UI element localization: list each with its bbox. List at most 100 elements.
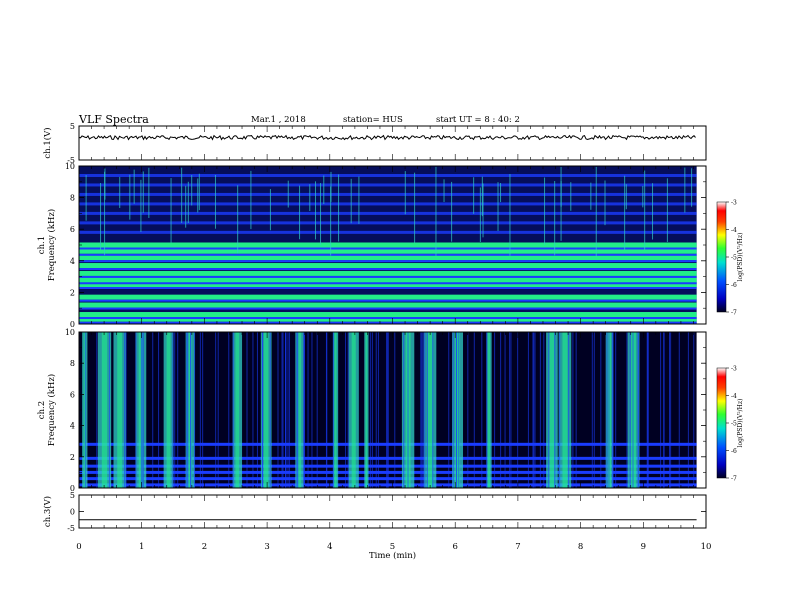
y-axis-label: ch.1(V) [42, 127, 53, 158]
weak-band [79, 173, 697, 177]
colorbar-tick-label: -4 [731, 227, 737, 234]
burst-core [365, 332, 368, 488]
band-edge [79, 299, 697, 302]
figure-title: VLF Spectra [79, 113, 149, 126]
colorbar-tick-label: -7 [731, 476, 737, 483]
burst-core [138, 332, 144, 488]
y-axis-label: Frequency (kHz) [46, 374, 57, 446]
burst-core [83, 332, 86, 488]
y-tick-label: 8 [70, 359, 75, 368]
x-tick-label: 5 [390, 542, 395, 552]
burst-core [455, 332, 460, 488]
y-tick-label: 2 [70, 288, 75, 297]
y-tick-label: 6 [70, 390, 75, 399]
date-label: Mar.1 , 2018 [251, 115, 306, 125]
band-edge [79, 253, 697, 256]
x-tick-label: 0 [76, 542, 81, 552]
y-axis-label: Frequency (kHz) [46, 209, 57, 281]
y-tick-label: 5 [70, 122, 75, 131]
waveform-trace [78, 134, 696, 141]
burst-core [488, 332, 491, 488]
x-tick-label: 6 [452, 542, 457, 552]
plot-data [78, 134, 697, 521]
y-tick-label: 4 [70, 257, 75, 266]
burst-core [235, 332, 240, 488]
colorbar-tick-label: -5 [731, 255, 737, 262]
colorbar-label: log(PSD)(V²/Hz) [737, 233, 744, 282]
band-edge [79, 321, 697, 324]
y-tick-label: 4 [70, 422, 75, 431]
y-tick-label: -5 [67, 524, 75, 533]
burst-core [334, 332, 337, 488]
y-tick-label: -5 [67, 156, 75, 165]
colorbars: -3 -4 -5 -6 -7 log(PSD)(V²/Hz) -3 -4 -5 -6 -7 log(P… [716, 200, 744, 483]
band-edge [79, 287, 697, 289]
burst-core [101, 332, 108, 488]
colorbar [716, 367, 727, 479]
x-tick-label: 9 [641, 542, 646, 552]
x-tick-label: 8 [578, 542, 583, 552]
strong-band [79, 294, 697, 300]
colorbar-tick-label: -5 [731, 421, 737, 428]
strong-band [79, 242, 697, 248]
strong-band [79, 277, 697, 283]
burst-core [351, 332, 356, 488]
weak-band [79, 202, 697, 206]
x-axis-label: Time (min) [369, 550, 416, 561]
colorbar-tick-label: -6 [731, 282, 737, 289]
band-edge [79, 282, 697, 285]
burst-core [562, 332, 568, 488]
weak-band [79, 211, 697, 215]
y-tick-label: 2 [70, 453, 75, 462]
burst-core [166, 332, 171, 488]
start-time-label: start UT = 8 : 40: 2 [436, 115, 520, 125]
weak-band [79, 230, 697, 234]
x-tick-label: 1 [139, 542, 144, 552]
x-tick-label: 2 [202, 542, 207, 552]
band-edge [79, 268, 697, 271]
burst-core [427, 332, 433, 488]
y-tick-label: 5 [70, 491, 75, 500]
x-tick-label: 4 [327, 542, 332, 552]
strong-band [79, 270, 697, 276]
x-tick-label: 10 [701, 542, 712, 552]
colorbar-label: log(PSD)(V²/Hz) [737, 399, 744, 448]
y-tick-label: 10 [65, 328, 75, 337]
strong-band [79, 248, 697, 254]
band-edge [79, 260, 697, 263]
y-tick-label: 8 [70, 194, 75, 203]
band-edge [79, 317, 697, 320]
strong-band [79, 316, 697, 322]
station-label: station= HUS [343, 115, 403, 125]
burst-core [549, 332, 555, 488]
y-tick-label: 0 [70, 320, 75, 329]
weak-band [79, 221, 697, 225]
strong-band [79, 282, 697, 287]
strong-band [79, 302, 697, 308]
weak-band [79, 183, 697, 187]
strong-band [79, 263, 697, 269]
colorbar-tick-label: -3 [731, 200, 737, 207]
y-axis-label: ch.2 [37, 401, 47, 419]
burst-core [264, 332, 269, 488]
colorbar [716, 201, 727, 313]
colorbar-tick-label: -7 [731, 310, 737, 317]
colorbar-tick-label: -6 [731, 448, 737, 455]
band-edge [79, 275, 697, 278]
colorbar-tick-label: -4 [731, 393, 737, 400]
y-tick-label: 0 [70, 508, 75, 517]
y-tick-label: 6 [70, 225, 75, 234]
y-tick-label: 0 [70, 484, 75, 493]
band-edge [79, 307, 697, 310]
burst-core [117, 332, 123, 488]
band-edge [79, 247, 697, 250]
burst-core [631, 332, 636, 488]
burst-core [297, 332, 302, 488]
y-axis-label: ch.3(V) [42, 496, 53, 527]
strong-band [79, 312, 697, 318]
x-tick-label: 3 [264, 542, 269, 552]
x-tick-label: 7 [515, 542, 520, 552]
weak-band [79, 192, 697, 196]
